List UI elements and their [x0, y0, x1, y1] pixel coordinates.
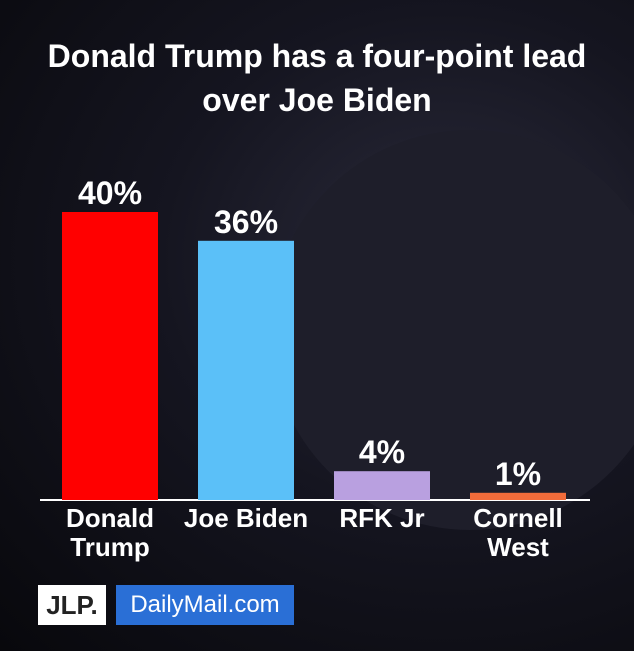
bar: [470, 492, 566, 500]
x-tick-label: Cornell West: [473, 503, 563, 562]
value-label: 36%: [214, 204, 278, 240]
logo: JLP.: [38, 585, 106, 625]
logo: DailyMail.com: [116, 585, 294, 625]
value-label: 40%: [78, 175, 142, 211]
value-label: 4%: [359, 434, 405, 470]
x-tick-label: RFK Jr: [339, 503, 425, 533]
x-tick-label: Donald Trump: [65, 503, 155, 562]
bar: [62, 212, 158, 500]
bar: [334, 471, 430, 500]
chart-title: Donald Trump has a four-point lead over …: [47, 38, 587, 118]
value-label: 1%: [495, 456, 541, 492]
bar: [198, 240, 294, 501]
x-tick-label: Joe Biden: [183, 503, 309, 533]
backdrop-circle: [270, 130, 634, 530]
